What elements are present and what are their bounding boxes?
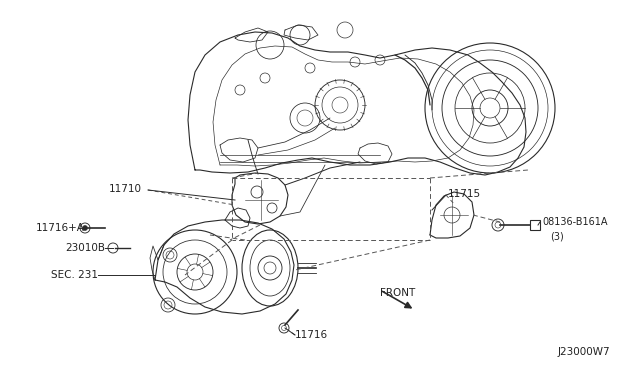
Text: 11716: 11716 [295, 330, 328, 340]
Text: J23000W7: J23000W7 [557, 347, 610, 357]
Text: 08136-B161A: 08136-B161A [542, 217, 607, 227]
Circle shape [83, 225, 88, 231]
Text: FRONT: FRONT [380, 288, 415, 298]
Bar [530, 220, 540, 230]
Text: 23010B: 23010B [65, 243, 105, 253]
Text: 11716+A: 11716+A [36, 223, 85, 233]
Text: 11715: 11715 [448, 189, 481, 199]
Text: 11710: 11710 [109, 184, 142, 194]
Text: (3): (3) [550, 231, 564, 241]
Text: SEC. 231: SEC. 231 [51, 270, 98, 280]
